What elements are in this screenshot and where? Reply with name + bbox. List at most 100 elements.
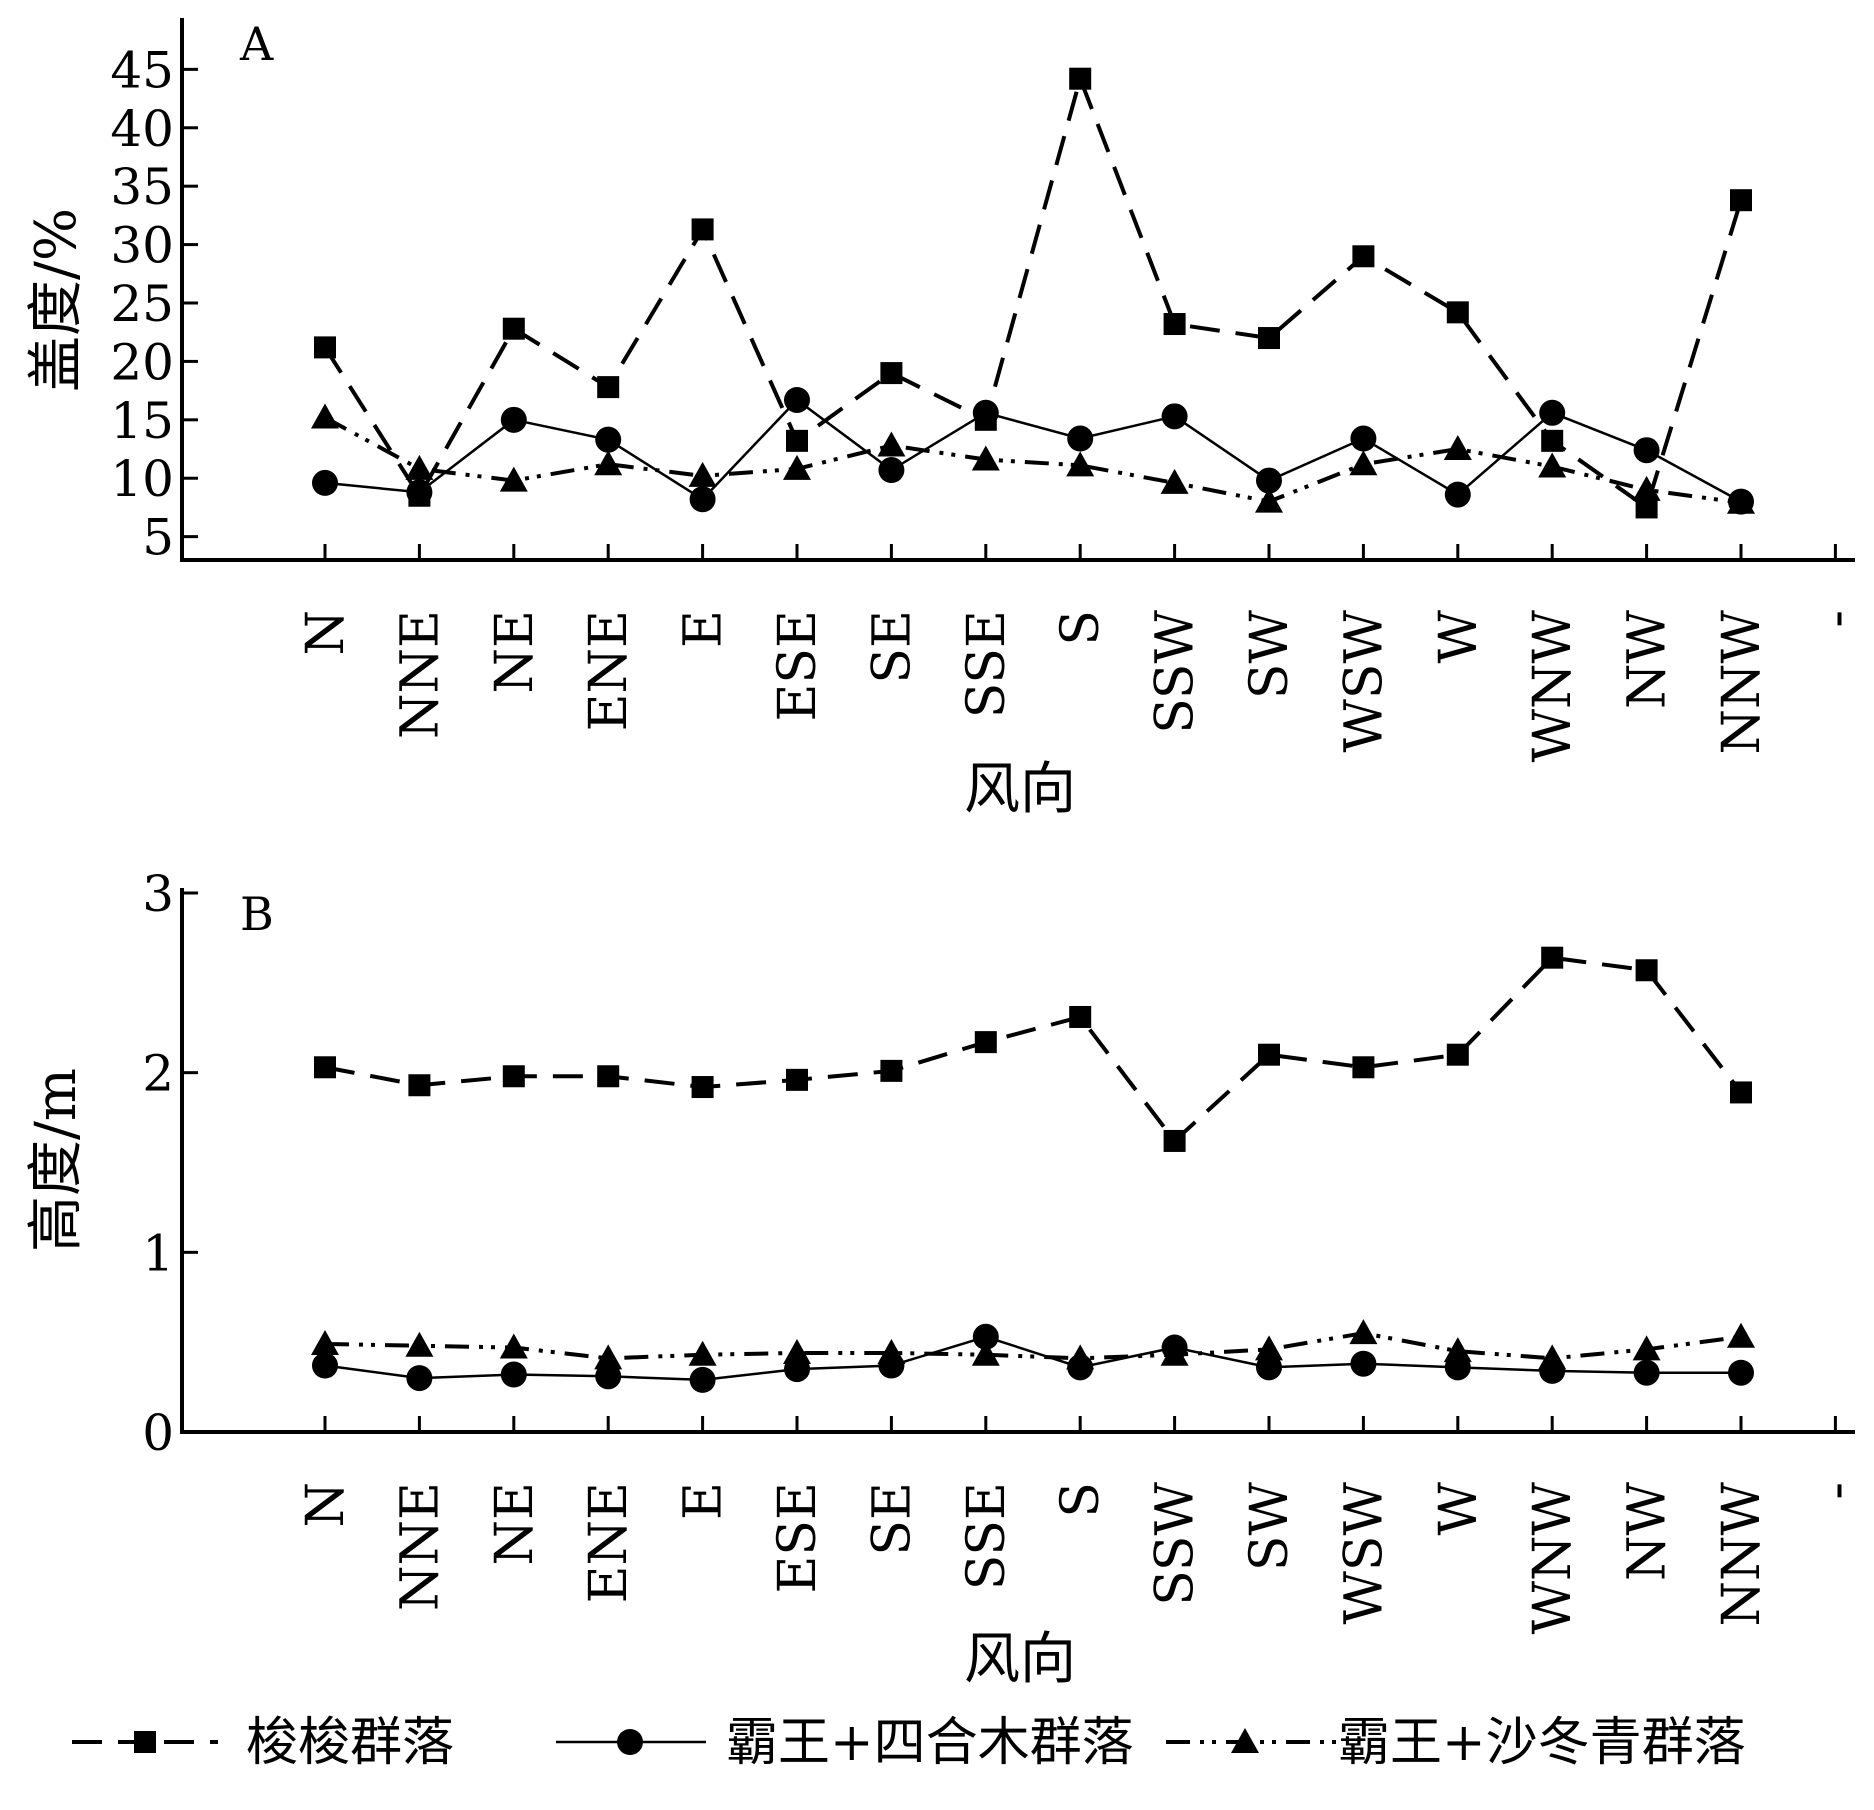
series-3-point xyxy=(1066,451,1095,477)
series-1-point xyxy=(1352,1056,1375,1079)
x-tick-label: NE xyxy=(485,610,545,693)
x-tick-label: WSW xyxy=(1334,609,1394,752)
x-tick-label: NNE xyxy=(390,1482,450,1611)
x-tick-label: ESE xyxy=(768,1482,828,1594)
series-3-point xyxy=(1632,1335,1661,1361)
series-1-point xyxy=(1730,1081,1752,1104)
panel-label: A xyxy=(239,17,274,71)
series-1-point xyxy=(1446,301,1469,324)
series-3-point xyxy=(405,454,434,480)
panel-label: B xyxy=(240,887,274,941)
y-tick-label: 5 xyxy=(142,509,174,567)
series-1-point xyxy=(597,376,620,399)
series-2-point xyxy=(595,426,622,453)
series-2-point xyxy=(1067,425,1094,452)
series-3-point xyxy=(1255,1335,1283,1361)
series-1-point xyxy=(1730,189,1752,212)
series-3 xyxy=(311,1319,1755,1370)
series-1-point xyxy=(1541,946,1564,969)
series-2-point xyxy=(406,1365,433,1392)
series-2-line xyxy=(324,1335,1741,1382)
x-tick-label: NW xyxy=(1618,609,1678,709)
series-2-point xyxy=(972,399,999,426)
x-tick-label: SW xyxy=(1240,609,1300,699)
series-3-point xyxy=(1538,1344,1567,1370)
x-tick-label: N xyxy=(296,610,356,656)
x-tick-label: SW xyxy=(1240,1481,1300,1571)
series-3-point xyxy=(1255,487,1283,513)
series-1-point xyxy=(314,336,336,359)
series-3-point xyxy=(1632,475,1661,501)
series-3-point xyxy=(499,466,528,492)
series-2-point xyxy=(1728,1359,1754,1386)
x-tick-label: NNE xyxy=(390,610,450,739)
series-2-point xyxy=(1350,1350,1377,1377)
x-tick-label: WNW xyxy=(1523,1481,1583,1634)
series-3-line xyxy=(324,1331,1742,1361)
x-axis-label: 风向 xyxy=(964,757,1076,822)
series-2-point xyxy=(1256,1354,1282,1381)
x-tick-label: S xyxy=(1051,610,1111,646)
series-3-point xyxy=(971,1340,1000,1366)
y-tick-label: 2 xyxy=(142,1045,174,1103)
x-tick-label: SSE xyxy=(957,1482,1017,1590)
series-1-point xyxy=(1069,1005,1092,1028)
series-2-point xyxy=(406,479,433,506)
x-tick-label: - xyxy=(1806,1482,1866,1500)
series-1-point xyxy=(974,1031,997,1054)
series-3-point xyxy=(877,1338,906,1364)
series-2-point xyxy=(312,1352,338,1379)
series-3-point xyxy=(783,1338,811,1364)
x-tick-label: NNW xyxy=(1712,1481,1772,1626)
series-1-point xyxy=(786,1068,808,1091)
y-tick-label: 30 xyxy=(110,217,174,275)
series-2-point xyxy=(312,469,338,496)
series-2-point xyxy=(1256,467,1282,494)
series-1-point xyxy=(1163,313,1186,336)
series-3-point xyxy=(594,1344,623,1370)
series-2-point xyxy=(784,386,810,413)
series-2-point xyxy=(1444,481,1471,508)
y-tick-label: 3 xyxy=(142,865,174,923)
series-3-point xyxy=(783,454,811,480)
legend: 梭梭群落 霸王+四合木群落 霸王+沙冬青群落 xyxy=(72,1713,1746,1773)
x-tick-label: ESE xyxy=(768,610,828,722)
series-2-point xyxy=(1539,399,1566,426)
legend-marker xyxy=(134,1731,156,1753)
series-3-point xyxy=(499,1333,528,1359)
series-3-point xyxy=(688,1340,717,1366)
legend-item: 梭梭群落 xyxy=(72,1713,454,1773)
series-1-point xyxy=(597,1065,620,1088)
series-3-point xyxy=(1443,435,1472,461)
series-2-point xyxy=(595,1363,622,1390)
y-tick-label: 40 xyxy=(110,100,174,158)
x-tick-label: S xyxy=(1051,1482,1111,1518)
series-3-point xyxy=(311,403,339,429)
x-tick-label: SE xyxy=(862,1482,922,1556)
x-tick-label: E xyxy=(674,610,734,648)
x-tick-label: N xyxy=(296,1482,356,1528)
series-3-point xyxy=(1349,1319,1378,1345)
legend-label: 梭梭群落 xyxy=(246,1713,454,1773)
series-1-point xyxy=(1258,1043,1280,1066)
series-2-point xyxy=(878,457,905,484)
series-2-point xyxy=(500,1361,527,1388)
x-tick-label: SSE xyxy=(957,610,1017,718)
y-axis-label: 盖度/% xyxy=(24,208,89,392)
x-tick-label: SSW xyxy=(1146,1481,1206,1605)
x-tick-label: NNW xyxy=(1712,609,1772,754)
series-1-point xyxy=(1163,1129,1186,1152)
series-1 xyxy=(314,67,1752,519)
y-tick-label: 20 xyxy=(110,333,174,391)
series-3-point xyxy=(1160,1340,1189,1366)
x-tick-label: SSW xyxy=(1146,609,1206,733)
series-2-point xyxy=(1633,1359,1660,1386)
series-1-point xyxy=(1446,1043,1469,1066)
series-2-point xyxy=(1161,403,1188,430)
y-tick-label: 25 xyxy=(110,275,174,333)
legend-item: 霸王+四合木群落 xyxy=(556,1713,1134,1773)
series-3-point xyxy=(1727,488,1755,514)
series-3-point xyxy=(594,450,623,476)
